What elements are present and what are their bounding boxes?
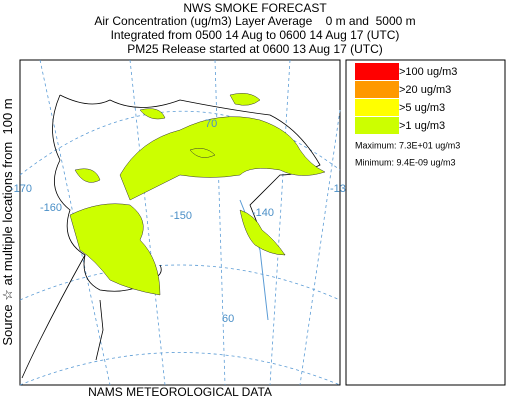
legend-swatch <box>355 63 399 80</box>
legend-label: >100 ug/m3 <box>399 66 457 78</box>
title: NWS SMOKE FORECAST <box>183 1 327 15</box>
grid-label: -160 <box>40 202 62 214</box>
grid-label: 60 <box>222 313 234 325</box>
grid-label: -140 <box>252 207 274 219</box>
legend-swatch <box>355 99 399 116</box>
subtitle: Air Concentration (ug/m3) Layer Average … <box>94 14 415 28</box>
grid-label: -170 <box>10 183 32 195</box>
subtitle: Integrated from 0500 14 Aug to 0600 14 A… <box>111 28 400 42</box>
legend-swatch <box>355 117 399 134</box>
graticule <box>19 59 341 386</box>
legend-label: >5 ug/m3 <box>399 102 445 114</box>
smoke-plume <box>69 93 326 296</box>
minimum: Minimum: 9.4E-09 ug/m3 <box>355 157 456 167</box>
legend-label: >20 ug/m3 <box>399 84 451 96</box>
footer: NAMS METEOROLOGICAL DATA <box>88 385 272 399</box>
side-label: Source ☆ at multiple locations from 100 … <box>0 98 15 345</box>
grid-label: -150 <box>170 210 192 222</box>
legend-swatch <box>355 81 399 98</box>
grid-label: 70 <box>205 118 217 130</box>
legend: >100 ug/m3 >20 ug/m3 >5 ug/m3 >1 ug/m3 Maxi… <box>345 59 506 386</box>
legend-label: >1 ug/m3 <box>399 120 445 132</box>
subtitle: PM25 Release started at 0600 13 Aug 17 (… <box>127 42 382 56</box>
map-frame <box>19 59 341 386</box>
maximum: Maximum: 7.3E+01 ug/m3 <box>355 140 460 150</box>
